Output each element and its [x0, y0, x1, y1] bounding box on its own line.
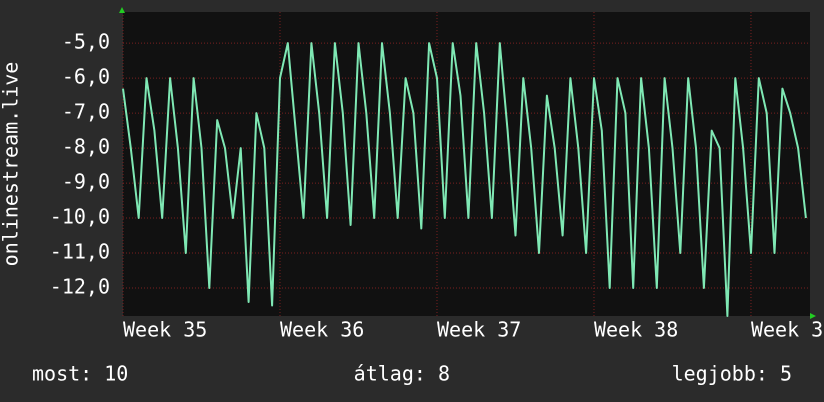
- stat-best: legjobb: 5: [672, 362, 792, 386]
- x-tick-label: Week 38: [594, 318, 678, 342]
- y-tick-label: -12,0: [50, 275, 110, 299]
- stat-current: most: 10: [32, 362, 128, 386]
- y-tick-label: -7,0: [62, 100, 110, 124]
- y-axis-title: onlinestream.live: [0, 62, 23, 267]
- x-tick-label: Week 36: [280, 318, 364, 342]
- y-tick-label: -6,0: [62, 65, 110, 89]
- x-tick-label: Week 39: [751, 318, 824, 342]
- y-tick-label: -10,0: [50, 205, 110, 229]
- y-tick-label: -8,0: [62, 135, 110, 159]
- x-tick-label: Week 35: [123, 318, 207, 342]
- plot-area: [123, 12, 810, 316]
- y-axis-arrow: [119, 7, 125, 13]
- x-axis-arrow: [810, 313, 816, 319]
- data-line: [122, 42, 807, 317]
- y-tick-label: -5,0: [62, 30, 110, 54]
- y-tick-label: -9,0: [62, 170, 110, 194]
- x-tick-label: Week 37: [437, 318, 521, 342]
- y-tick-label: -11,0: [50, 240, 110, 264]
- stat-average: átlag: 8: [354, 362, 450, 386]
